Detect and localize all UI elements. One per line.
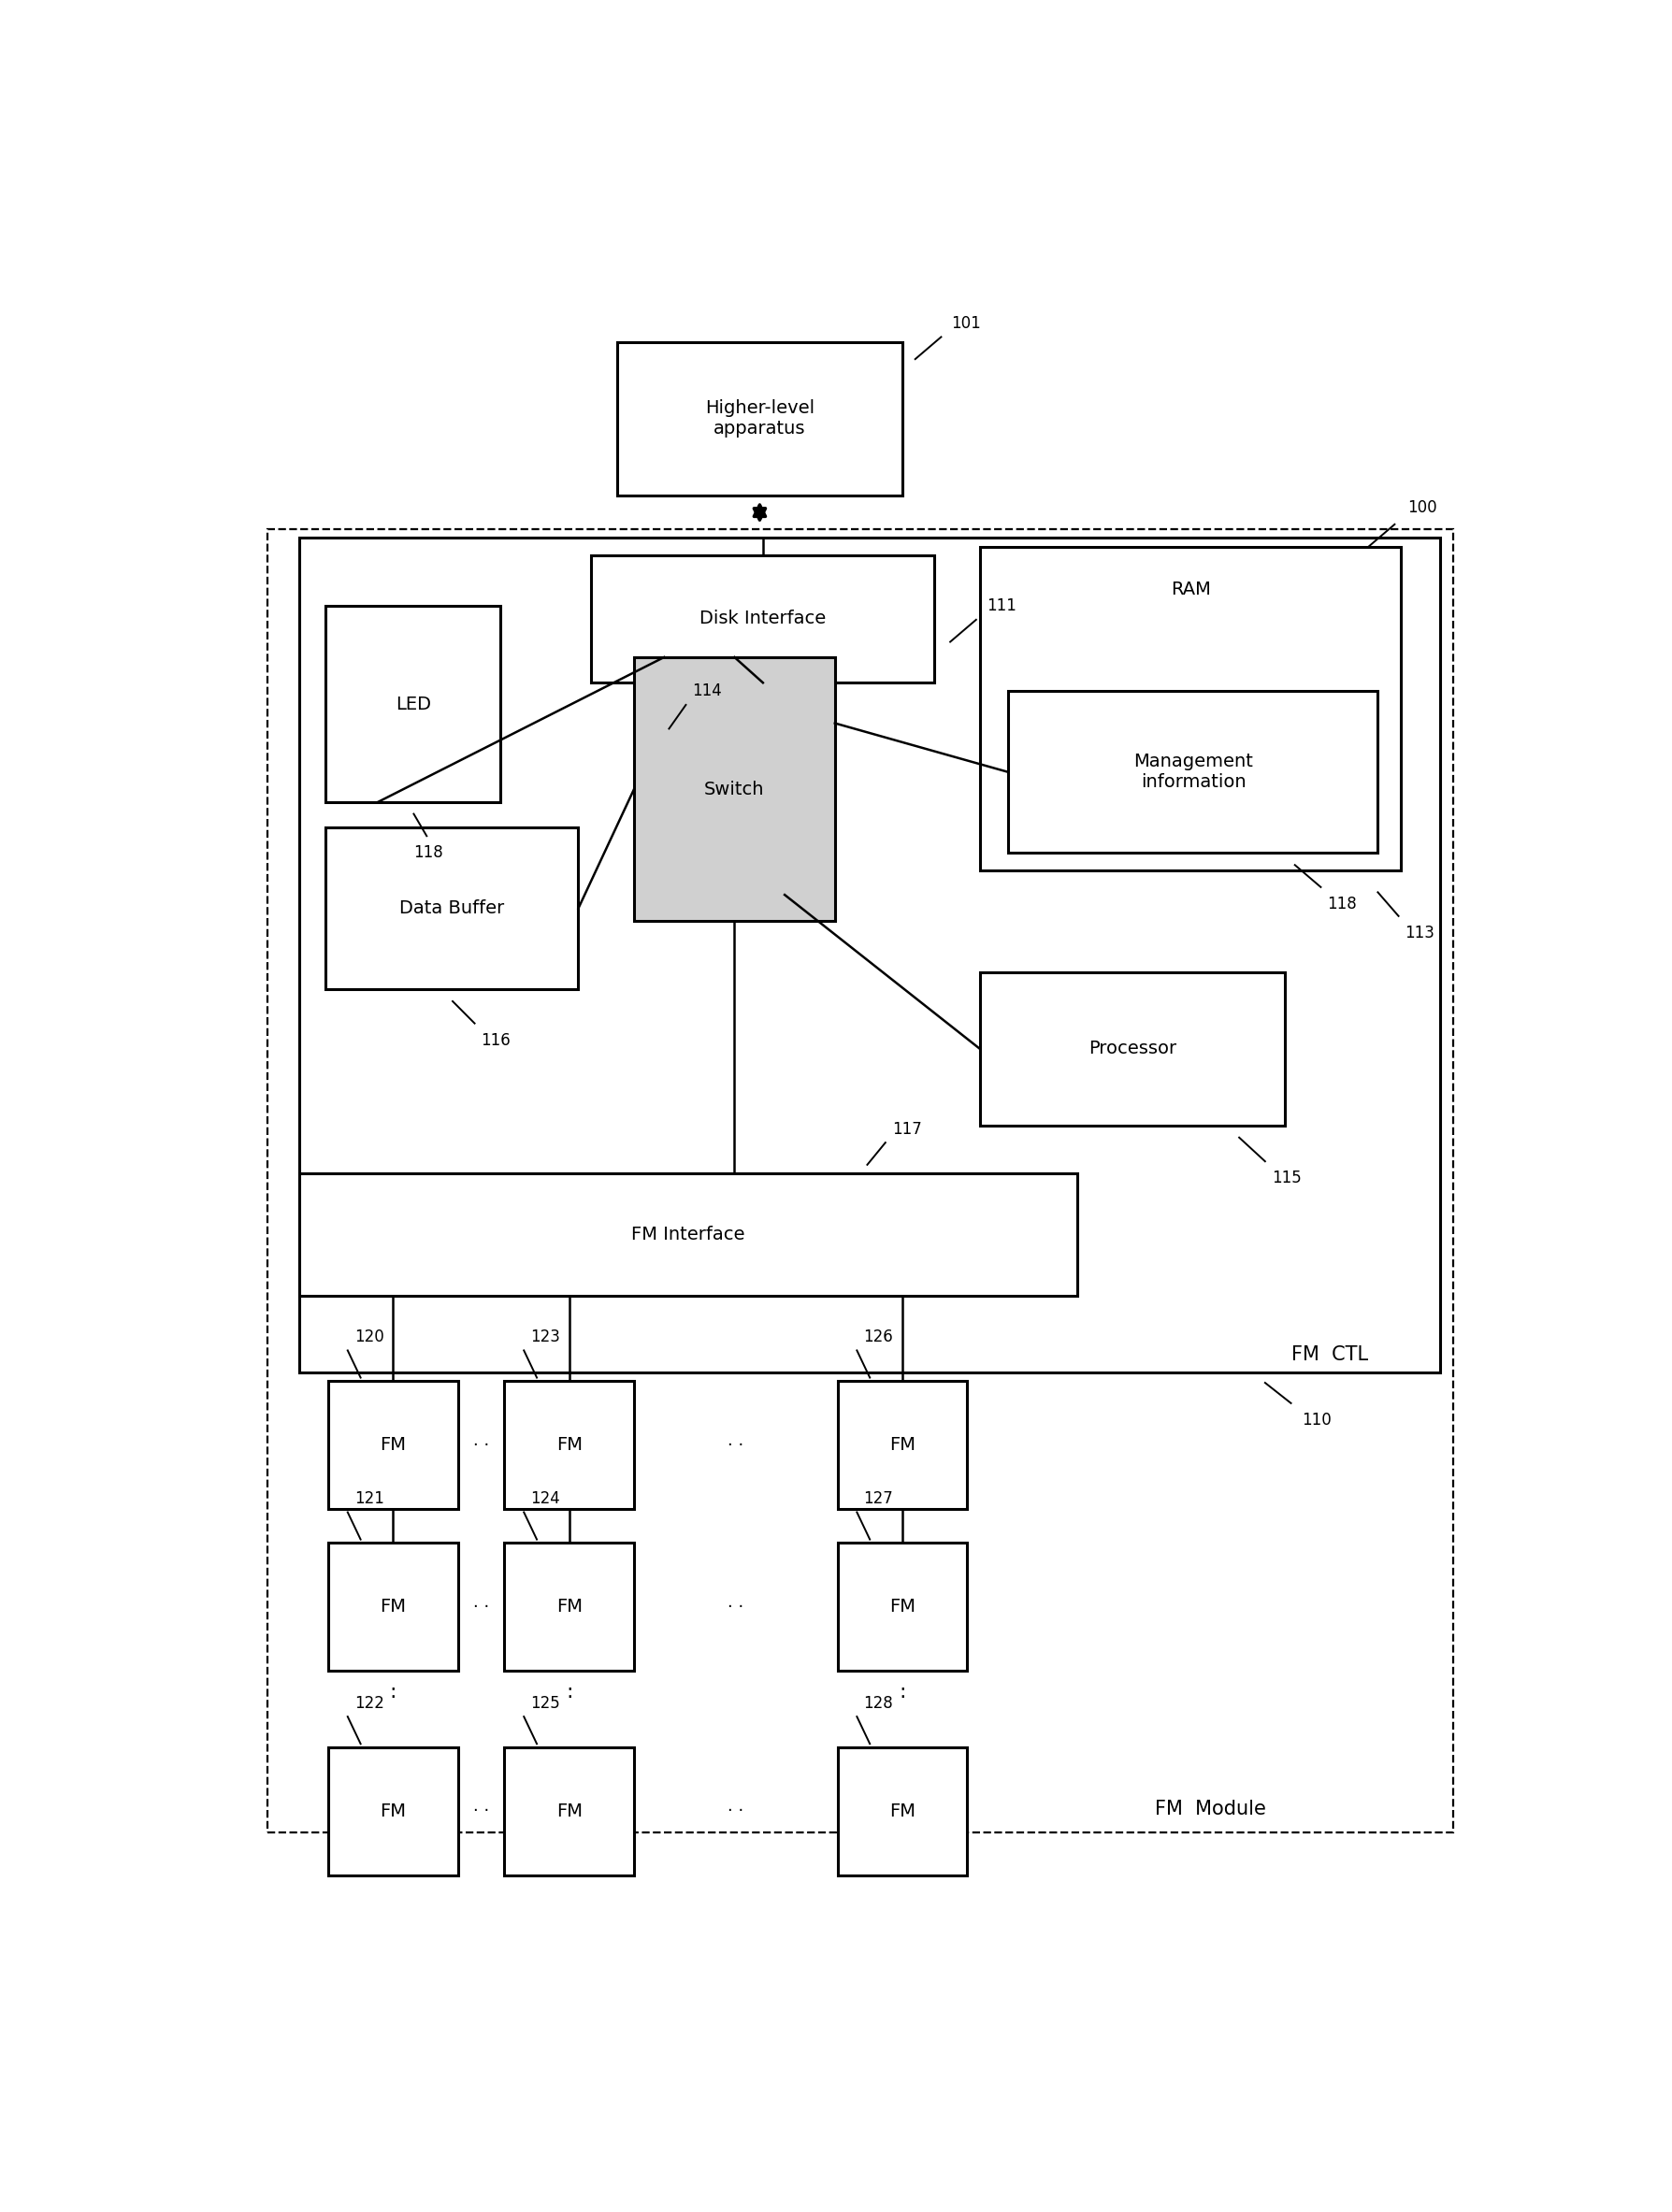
Text: 100: 100: [1408, 500, 1438, 515]
Text: 118: 118: [1328, 896, 1358, 914]
Text: FM: FM: [890, 1436, 915, 1453]
Text: Disk Interface: Disk Interface: [699, 611, 826, 628]
Text: RAM: RAM: [1170, 580, 1211, 597]
Bar: [980, 546, 1401, 869]
Text: Higher-level
apparatus: Higher-level apparatus: [706, 400, 814, 438]
Text: 123: 123: [530, 1329, 560, 1345]
Text: 115: 115: [1271, 1170, 1301, 1186]
Bar: [326, 827, 579, 989]
Text: 114: 114: [692, 684, 722, 699]
Text: :: :: [565, 1683, 573, 1701]
Text: FM: FM: [380, 1803, 406, 1820]
Text: 122: 122: [354, 1694, 385, 1712]
Bar: [838, 1380, 966, 1509]
Text: 118: 118: [413, 845, 443, 860]
Bar: [299, 538, 1440, 1371]
Bar: [592, 555, 935, 684]
Text: 128: 128: [863, 1694, 893, 1712]
Text: 120: 120: [354, 1329, 385, 1345]
Bar: [326, 606, 500, 803]
Text: FM: FM: [890, 1803, 915, 1820]
Text: Switch: Switch: [704, 781, 764, 799]
Bar: [634, 657, 834, 920]
Text: 126: 126: [863, 1329, 893, 1345]
Text: 121: 121: [354, 1491, 385, 1506]
Text: :: :: [900, 1683, 906, 1701]
Text: · ·: · ·: [727, 1599, 744, 1615]
Text: 125: 125: [530, 1694, 560, 1712]
Text: FM: FM: [557, 1803, 582, 1820]
Text: 101: 101: [951, 314, 981, 332]
Text: · ·: · ·: [473, 1599, 490, 1615]
Bar: [328, 1544, 458, 1670]
Text: 110: 110: [1301, 1411, 1331, 1429]
Text: · ·: · ·: [473, 1803, 490, 1820]
Text: FM: FM: [890, 1597, 915, 1615]
Bar: [1008, 690, 1378, 854]
Text: 113: 113: [1404, 925, 1435, 942]
Bar: [268, 529, 1453, 1832]
Bar: [505, 1380, 634, 1509]
Text: FM: FM: [380, 1436, 406, 1453]
Text: Data Buffer: Data Buffer: [400, 900, 505, 918]
Bar: [328, 1380, 458, 1509]
Text: FM Interface: FM Interface: [632, 1225, 746, 1243]
Bar: [328, 1747, 458, 1876]
Text: · ·: · ·: [727, 1803, 744, 1820]
Bar: [838, 1747, 966, 1876]
Bar: [505, 1544, 634, 1670]
Text: 117: 117: [891, 1121, 921, 1137]
Bar: [505, 1747, 634, 1876]
Text: 111: 111: [986, 597, 1017, 615]
Text: Processor: Processor: [1088, 1040, 1177, 1057]
Text: FM: FM: [380, 1597, 406, 1615]
Bar: [838, 1544, 966, 1670]
Bar: [980, 973, 1284, 1126]
Text: LED: LED: [395, 695, 431, 712]
Text: FM: FM: [557, 1597, 582, 1615]
Text: FM  CTL: FM CTL: [1291, 1345, 1368, 1365]
Text: 116: 116: [482, 1031, 512, 1048]
Text: FM: FM: [557, 1436, 582, 1453]
Text: 124: 124: [530, 1491, 560, 1506]
Text: Management
information: Management information: [1134, 752, 1252, 792]
Bar: [299, 1172, 1077, 1296]
Text: FM  Module: FM Module: [1155, 1801, 1266, 1818]
Text: · ·: · ·: [473, 1436, 490, 1453]
Text: · ·: · ·: [727, 1436, 744, 1453]
Bar: [617, 343, 903, 495]
Text: 127: 127: [863, 1491, 893, 1506]
Text: :: :: [390, 1683, 396, 1701]
